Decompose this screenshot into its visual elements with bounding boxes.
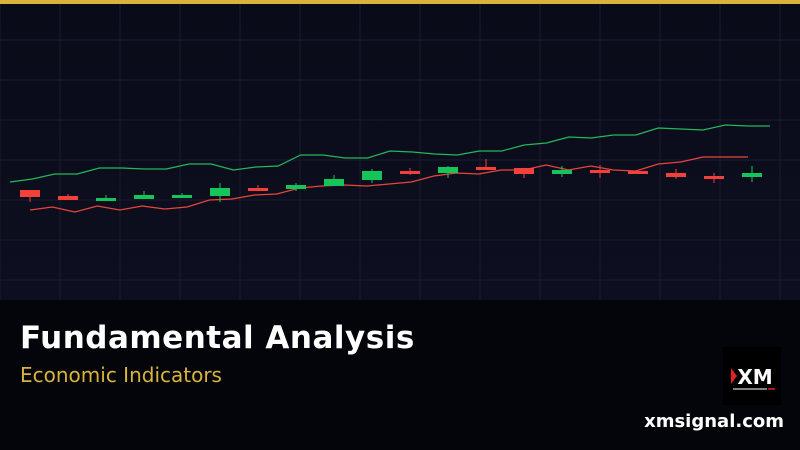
candle-body: [666, 173, 686, 177]
candle-body: [514, 168, 534, 174]
site-url: xmsignal.com: [644, 411, 784, 432]
banner-subtitle: Economic Indicators: [20, 363, 222, 387]
candle-body: [362, 171, 382, 180]
upper-band-line: [9, 124, 770, 183]
candle-body: [58, 196, 78, 200]
top-accent-bar: [0, 0, 800, 4]
xm-logo-mark: XM: [731, 365, 775, 390]
lower-band-line: [29, 156, 748, 213]
candle-body: [552, 170, 572, 174]
logo-text: XM: [737, 365, 772, 389]
candle-body: [134, 195, 154, 199]
candle-body: [96, 198, 116, 201]
xm-logo: XM: [723, 347, 781, 405]
candle-body: [248, 188, 268, 191]
candle-body: [20, 190, 40, 197]
banner-title: Fundamental Analysis: [20, 320, 415, 356]
candle-body: [476, 167, 496, 170]
candle-body: [400, 171, 420, 174]
candle-body: [590, 170, 610, 173]
candle-body: [286, 185, 306, 189]
caption-panel: [0, 300, 800, 450]
candle-body: [172, 195, 192, 198]
candle-body: [210, 188, 230, 196]
candlestick-chart: [0, 4, 800, 300]
candle-body: [742, 173, 762, 177]
candle-body: [324, 179, 344, 186]
candle-body: [438, 167, 458, 173]
candle-body: [704, 176, 724, 179]
candle-body: [628, 171, 648, 174]
